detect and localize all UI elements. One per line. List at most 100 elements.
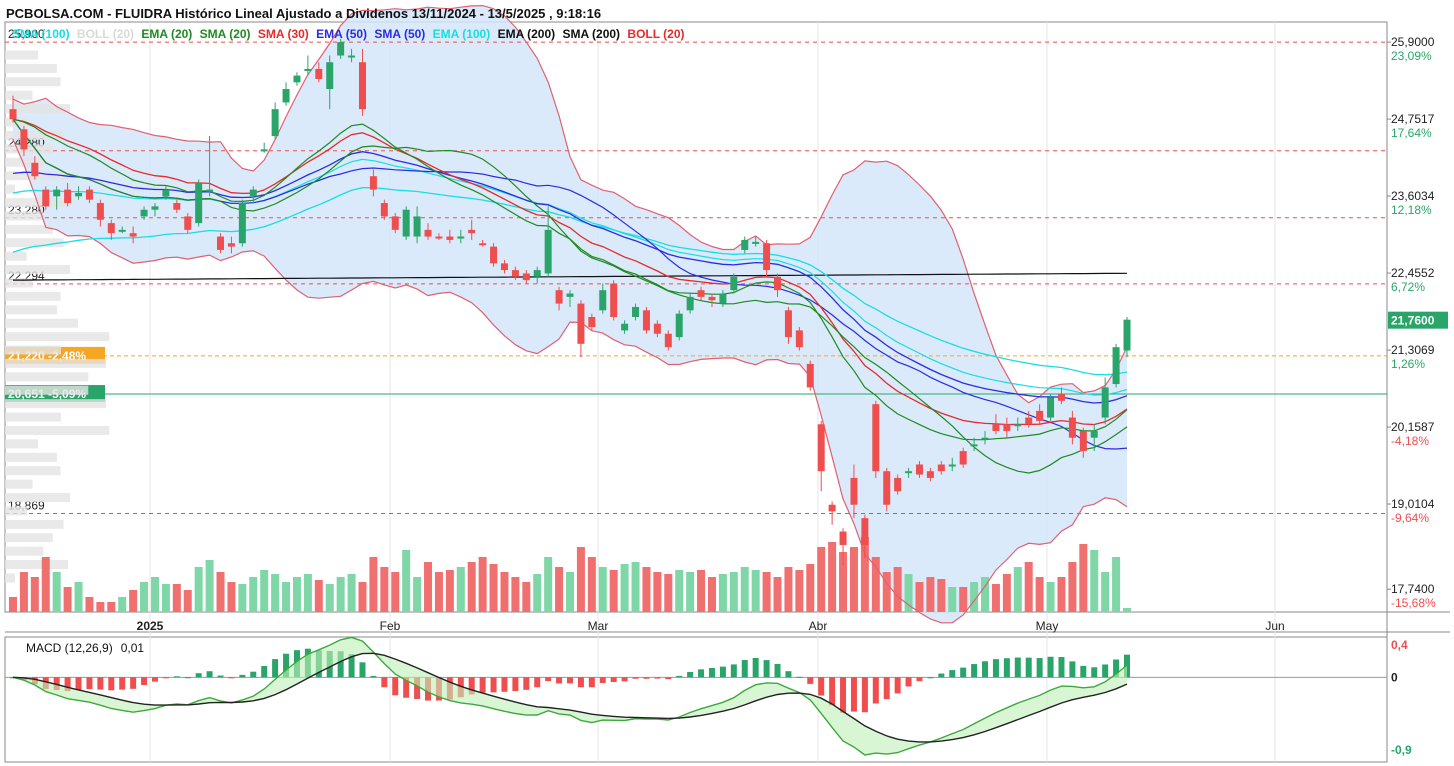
volume-profile-bar <box>5 452 57 462</box>
macd-histogram-bar <box>545 677 552 682</box>
volume-bar <box>216 572 225 612</box>
macd-histogram-bar <box>75 677 82 690</box>
candle-body <box>358 62 366 110</box>
y-tick-label: 23,6034 <box>1391 189 1435 203</box>
macd-histogram-bar <box>687 671 694 678</box>
legend-boll-20[interactable]: BOLL (20) <box>627 27 685 41</box>
macd-histogram-bar <box>698 669 705 678</box>
macd-histogram-bar <box>894 677 901 694</box>
volume-bar <box>511 577 520 612</box>
volume-profile-bar <box>5 144 53 154</box>
macd-histogram-bar <box>730 664 737 678</box>
volume-bar <box>566 572 574 612</box>
candle-body <box>413 216 421 237</box>
legend-ema-100[interactable]: EMA (100) <box>432 27 491 41</box>
last-price-box <box>1388 311 1448 329</box>
legend-sma-200[interactable]: SMA (200) <box>562 27 621 41</box>
legend-sma-20[interactable]: SMA (20) <box>199 27 251 41</box>
volume-bar <box>686 572 695 612</box>
legend-ema-50[interactable]: EMA (50) <box>316 27 368 41</box>
percent-label: 12,18% <box>1391 203 1432 217</box>
candle-body <box>1025 417 1033 425</box>
x-tick-label: May <box>1036 619 1059 633</box>
volume-bar <box>467 562 476 612</box>
candle-body <box>1036 410 1044 421</box>
macd-histogram-bar <box>785 671 792 678</box>
candle-body <box>1068 417 1076 438</box>
legend-boll-20-grey[interactable]: BOLL (20) <box>76 27 135 41</box>
volume-bar <box>839 552 848 612</box>
macd-histogram-bar <box>610 677 617 682</box>
macd-histogram-bar <box>840 677 847 713</box>
volume-bar <box>129 590 138 612</box>
legend-sma-30[interactable]: SMA (30) <box>257 27 309 41</box>
candle-body <box>621 323 629 331</box>
candle-body <box>948 464 956 467</box>
macd-histogram-bar <box>960 667 967 678</box>
macd-histogram-bar <box>829 677 836 706</box>
volume-bar <box>970 582 979 612</box>
volume-bar <box>150 577 159 612</box>
macd-histogram-bar <box>151 677 158 682</box>
macd-histogram-bar <box>392 677 399 696</box>
candle-body <box>697 290 705 297</box>
macd-histogram-bar <box>1069 661 1076 678</box>
macd-histogram-bar <box>992 659 999 678</box>
volume-bar <box>227 582 236 612</box>
sma-200-line <box>13 272 1128 281</box>
candle-body <box>763 243 771 271</box>
macd-histogram-bar <box>949 670 956 678</box>
legend-ema-20[interactable]: EMA (20) <box>141 27 193 41</box>
candle-body <box>1079 430 1087 452</box>
volume-bar <box>609 570 618 612</box>
volume-bar <box>292 577 301 612</box>
volume-bar <box>762 572 771 612</box>
candle-body <box>577 303 585 344</box>
volume-bar <box>1112 557 1121 612</box>
candle-body <box>304 68 312 71</box>
macd-histogram-bar <box>665 677 672 680</box>
macd-histogram-bar <box>719 666 726 678</box>
volume-bar <box>172 584 181 612</box>
macd-histogram-bar <box>708 667 715 678</box>
candle-body <box>337 42 345 56</box>
volume-bar <box>391 572 400 612</box>
reference-label: 25,900 <box>8 27 45 41</box>
macd-histogram-bar <box>861 677 868 713</box>
macd-histogram-bar <box>1025 657 1032 678</box>
volume-bar <box>260 570 269 612</box>
macd-histogram-bar <box>239 674 246 678</box>
volume-profile-bar <box>5 198 68 208</box>
volume-bar <box>828 542 837 612</box>
volume-bar <box>140 582 149 612</box>
macd-histogram-bar <box>796 676 803 678</box>
macd-histogram-bar <box>173 676 180 678</box>
candle-body <box>544 229 552 274</box>
macd-histogram-bar <box>119 677 126 690</box>
volume-bar <box>937 579 946 612</box>
volume-profile-bar <box>5 63 57 73</box>
candle-body <box>817 424 825 472</box>
volume-profile-bar <box>5 412 61 422</box>
legend-sma-50[interactable]: SMA (50) <box>374 27 426 41</box>
y-tick-label: 17,7400 <box>1391 582 1435 596</box>
legend-sma-100[interactable]: SMA (100) <box>12 27 70 41</box>
legend-ema-200[interactable]: EMA (200) <box>497 27 556 41</box>
volume-bar <box>533 574 542 612</box>
candle-body <box>315 68 323 79</box>
candle-body <box>140 209 148 217</box>
volume-bar <box>1068 562 1077 612</box>
volume-bar <box>707 577 716 612</box>
macd-histogram-bar <box>501 677 508 692</box>
macd-histogram-bar <box>654 677 661 679</box>
volume-bar <box>991 584 1000 612</box>
volume-profile-bar <box>5 560 68 570</box>
macd-histogram-bar <box>64 677 71 692</box>
macd-histogram-bar <box>643 677 650 679</box>
macd-histogram-bar <box>982 661 989 678</box>
volume-bar <box>325 584 334 612</box>
bollinger-band-fill <box>13 5 1127 623</box>
candle-body <box>981 437 989 440</box>
volume-profile-bar <box>5 385 89 395</box>
volume-bar <box>817 547 826 612</box>
